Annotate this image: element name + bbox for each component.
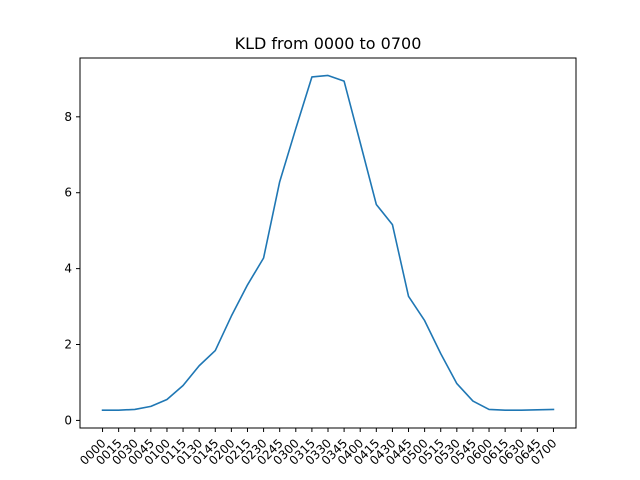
plot-area (101, 74, 555, 411)
y-tick-label: 8 (64, 110, 72, 124)
chart-title: KLD from 0000 to 0700 (235, 34, 422, 53)
y-tick-label: 4 (64, 262, 72, 276)
y-axis: 0 2 4 6 8 (64, 110, 80, 427)
y-tick-label: 6 (64, 186, 72, 200)
series-line-0 (101, 74, 555, 411)
y-tick-label: 0 (64, 413, 72, 427)
y-tick-label: 2 (64, 338, 72, 352)
axes-frame (79, 57, 577, 429)
